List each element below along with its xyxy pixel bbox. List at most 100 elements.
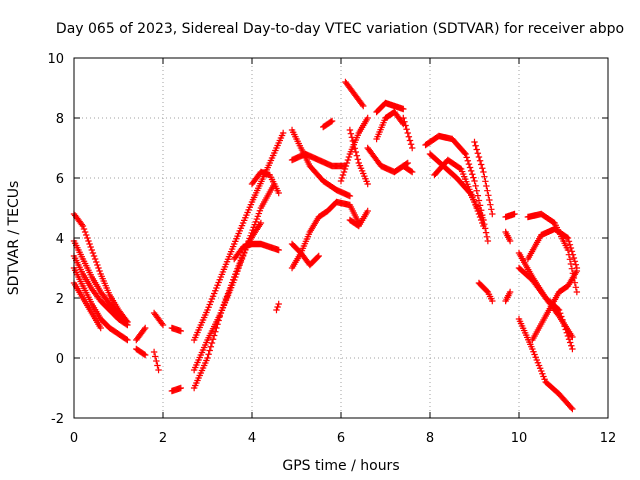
data-point: [231, 273, 238, 281]
data-point: [506, 237, 514, 245]
data-point: [350, 141, 358, 148]
data-point: [409, 144, 416, 152]
data-point: [275, 246, 282, 254]
data-point: [340, 168, 348, 176]
data-point: [210, 332, 218, 339]
data-point: [256, 207, 264, 214]
data-point: [402, 122, 409, 129]
data-series-arc-08: [150, 309, 167, 329]
plot-frame: [73, 57, 609, 419]
data-point: [274, 303, 281, 311]
data-point: [467, 167, 475, 175]
data-point: [80, 225, 88, 233]
data-point: [567, 260, 575, 268]
data-point: [409, 168, 416, 176]
data-point: [224, 290, 232, 297]
data-point: [215, 279, 222, 286]
data-series-arc-19: [288, 240, 322, 269]
data-point: [234, 265, 241, 272]
data-point: [88, 246, 95, 254]
data-point: [124, 321, 131, 329]
data-point: [476, 157, 484, 164]
data-point: [483, 182, 490, 190]
data-point: [538, 367, 545, 375]
data-point: [222, 295, 230, 303]
data-point: [216, 313, 223, 320]
data-point: [209, 293, 217, 300]
data-series-arc-20: [288, 126, 354, 200]
data-point: [87, 243, 94, 251]
data-point: [354, 156, 362, 163]
data-point: [155, 366, 162, 374]
data-point: [573, 267, 581, 275]
data-point: [556, 310, 564, 317]
data-point: [150, 348, 158, 356]
data-series-arc-11: [168, 384, 184, 395]
data-point: [254, 213, 262, 220]
data-series-arc-09: [150, 348, 162, 374]
data-point: [177, 327, 184, 335]
data-point: [238, 254, 246, 261]
data-point: [482, 229, 490, 236]
x-tick-label: 12: [600, 431, 617, 446]
data-series-arc-37: [502, 210, 518, 221]
data-point: [400, 114, 407, 122]
data-point: [214, 282, 221, 289]
data-point: [275, 189, 282, 197]
data-point: [554, 305, 562, 313]
data-point: [123, 321, 130, 328]
data-point: [474, 192, 482, 199]
data-point: [159, 321, 167, 329]
y-tick-label: 10: [47, 52, 64, 67]
data-point: [216, 276, 223, 283]
data-series-arc-36: [475, 279, 496, 305]
data-point: [225, 287, 233, 295]
data-point: [342, 162, 350, 170]
data-point: [219, 304, 227, 311]
data-point: [534, 359, 542, 366]
data-point: [359, 101, 366, 108]
data-point: [482, 178, 489, 185]
data-point: [142, 324, 149, 332]
data-point: [539, 370, 546, 377]
data-point: [568, 265, 576, 272]
data-point: [565, 251, 573, 258]
data-point: [212, 328, 219, 335]
data-point: [141, 351, 148, 358]
y-tick-label: -2: [51, 412, 64, 427]
data-point: [475, 210, 483, 218]
data-point: [97, 324, 104, 332]
data-point: [484, 237, 492, 245]
data-point: [456, 165, 464, 172]
data-point: [338, 174, 346, 182]
data-point: [471, 138, 478, 146]
data-point: [78, 221, 85, 228]
data-point: [400, 105, 407, 113]
data-series-arc-10: [168, 324, 184, 335]
data-point: [239, 251, 247, 259]
data-point: [142, 351, 149, 359]
data-point: [205, 351, 212, 358]
data-point: [86, 240, 93, 248]
data-point: [511, 210, 518, 218]
data-point: [464, 157, 472, 164]
data-point: [236, 260, 243, 267]
data-series-arc-21: [288, 150, 349, 170]
data-point: [227, 282, 235, 289]
x-tick-label: 0: [70, 431, 78, 446]
data-point: [209, 336, 217, 343]
data-point: [483, 233, 491, 240]
data-series-arc-17: [273, 300, 282, 314]
data-series-arc-28: [373, 99, 407, 116]
x-tick-label: 2: [159, 431, 167, 446]
data-point: [257, 219, 265, 227]
data-point: [153, 357, 160, 365]
data-point: [204, 354, 211, 362]
data-point: [208, 339, 216, 347]
data-point: [364, 114, 371, 122]
data-point: [327, 118, 335, 125]
data-point: [506, 288, 514, 296]
data-point: [473, 204, 480, 212]
data-point: [273, 306, 280, 314]
chart-title: Day 065 of 2023, Sidereal Day-to-day VTE…: [56, 21, 624, 37]
